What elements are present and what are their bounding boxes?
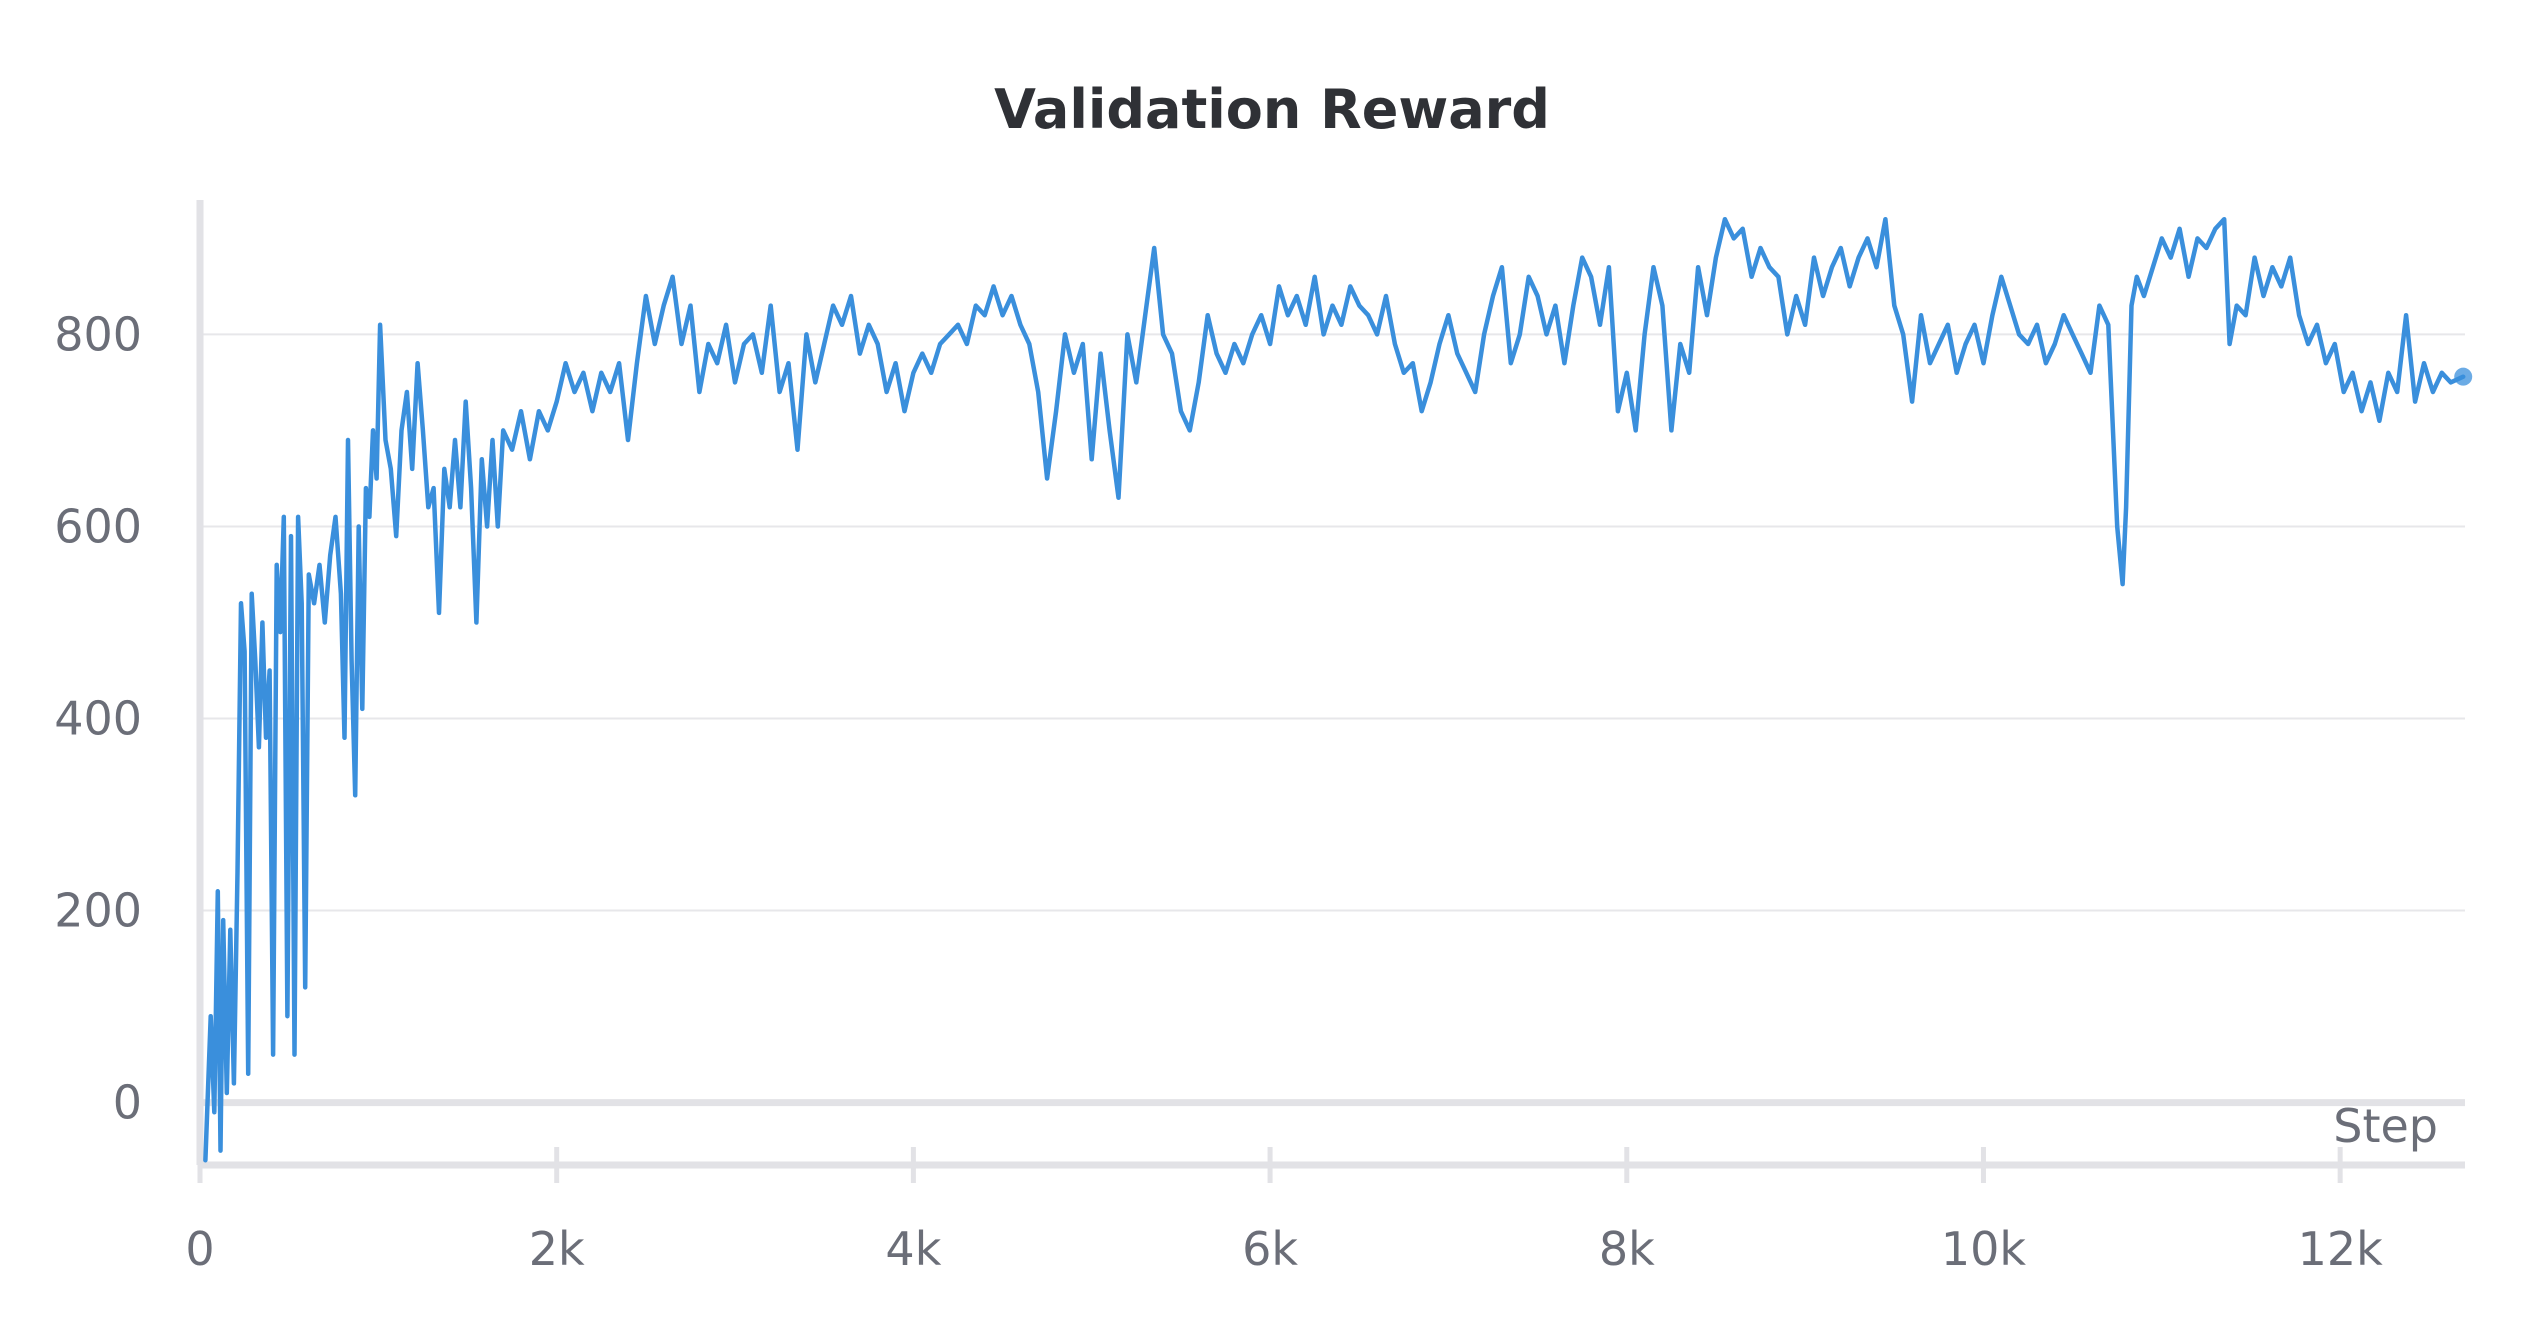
y-tick-label-0: 0: [113, 1076, 142, 1130]
tick-labels: 0 200 400 600 800 0 2k 4k 6k 8k 10k 12k: [54, 307, 2383, 1276]
series-line-0: [203, 216, 2466, 1163]
x-tick-label-8k: 8k: [1599, 1222, 1655, 1276]
x-tick-label-0: 0: [185, 1222, 214, 1276]
x-tick-label-6k: 6k: [1242, 1222, 1298, 1276]
y-tick-label-800: 800: [54, 307, 142, 361]
x-axis-label: Step: [2333, 1099, 2438, 1153]
x-tick-label-4k: 4k: [885, 1222, 941, 1276]
series-endpoint-0: [2454, 367, 2473, 386]
y-tick-label-200: 200: [54, 884, 142, 938]
x-tick-label-2k: 2k: [529, 1222, 585, 1276]
axes: [196, 200, 2465, 1183]
y-tick-label-600: 600: [54, 499, 142, 553]
y-tick-label-400: 400: [54, 692, 142, 746]
series-layer: [203, 216, 2473, 1163]
grid-lines: [200, 333, 2465, 912]
x-tick-label-10k: 10k: [1941, 1222, 2027, 1276]
x-tick-label-12k: 12k: [2298, 1222, 2384, 1276]
chart-title: Validation Reward: [994, 78, 1550, 141]
